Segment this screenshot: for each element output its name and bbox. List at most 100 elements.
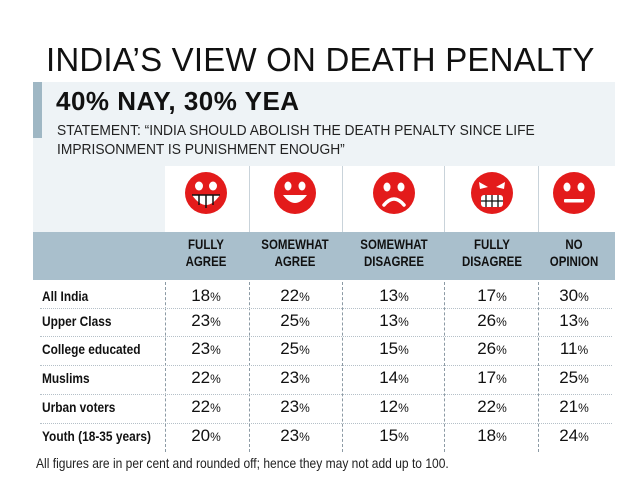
cell-value: 22	[477, 397, 497, 416]
happy-face-icon	[273, 171, 317, 215]
angry-face-icon	[470, 171, 514, 215]
cell-value: 22	[191, 368, 211, 387]
cell-unit: %	[299, 372, 310, 386]
icon-strip-separator	[538, 166, 539, 232]
column-header: SOMEWHAT DISAGREE	[353, 236, 435, 270]
row-separator	[40, 423, 612, 424]
table-cell: 23%	[176, 311, 236, 331]
cell-unit: %	[210, 315, 221, 329]
table-cell: 22%	[462, 397, 522, 417]
icon-strip-separator	[342, 166, 343, 232]
cell-value: 17	[477, 368, 497, 387]
column-separator	[444, 282, 445, 452]
cell-value: 11	[559, 339, 578, 358]
table-cell: 22%	[176, 397, 236, 417]
cell-value: 18	[191, 286, 211, 305]
cell-unit: %	[398, 343, 409, 357]
column-separator	[342, 282, 343, 452]
cell-unit: %	[210, 290, 221, 304]
cell-value: 23	[191, 339, 211, 358]
table-cell: 26%	[462, 339, 522, 359]
footnote: All figures are in per cent and rounded …	[36, 455, 449, 471]
headline: 40% NAY, 30% YEA	[56, 86, 300, 116]
cell-value: 25	[280, 339, 300, 358]
cell-unit: %	[496, 372, 507, 386]
table-cell: 26%	[462, 311, 522, 331]
cell-unit: %	[210, 343, 221, 357]
table-cell: 22%	[176, 368, 236, 388]
cell-value: 26	[477, 339, 497, 358]
table-cell: 13%	[544, 311, 604, 331]
cell-unit: %	[398, 372, 409, 386]
table-cell: 18%	[462, 426, 522, 446]
cell-value: 23	[280, 397, 300, 416]
cell-unit: %	[578, 401, 589, 415]
cell-value: 18	[477, 426, 497, 445]
table-cell: 13%	[364, 311, 424, 331]
cell-unit: %	[210, 372, 221, 386]
table-cell: 30%	[544, 286, 604, 306]
cell-unit: %	[398, 401, 409, 415]
cell-unit: %	[578, 290, 589, 304]
cell-value: 22	[191, 397, 211, 416]
table-cell: 22%	[265, 286, 325, 306]
column-header-line: SOMEWHAT	[261, 236, 329, 252]
column-header: FULLY DISAGREE	[451, 236, 533, 270]
cell-unit: %	[398, 315, 409, 329]
table-cell: 23%	[265, 368, 325, 388]
cell-value: 23	[280, 368, 300, 387]
cell-unit: %	[299, 315, 310, 329]
table-cell: 25%	[544, 368, 604, 388]
column-separator	[249, 282, 250, 452]
table-cell: 12%	[364, 397, 424, 417]
column-header: SOMEWHAT AGREE	[254, 236, 336, 270]
cell-unit: %	[496, 315, 507, 329]
row-label: Youth (18-35 years)	[42, 428, 151, 444]
cell-unit: %	[299, 401, 310, 415]
cell-unit: %	[398, 430, 409, 444]
cell-value: 17	[477, 286, 497, 305]
cell-value: 26	[477, 311, 497, 330]
cell-value: 13	[379, 286, 399, 305]
cell-unit: %	[210, 430, 221, 444]
cell-unit: %	[299, 290, 310, 304]
cell-unit: %	[299, 343, 310, 357]
cell-value: 20	[191, 426, 211, 445]
column-header-line: NO	[565, 236, 583, 252]
neutral-face-icon	[552, 171, 596, 215]
table-cell: 24%	[544, 426, 604, 446]
cell-unit: %	[496, 430, 507, 444]
column-header-line: OPINION	[549, 253, 599, 269]
row-label: College educated	[42, 341, 141, 357]
cell-value: 23	[191, 311, 211, 330]
row-separator	[40, 308, 612, 309]
table-cell: 15%	[364, 426, 424, 446]
table-cell: 25%	[265, 311, 325, 331]
cell-value: 30	[559, 286, 579, 305]
cell-value: 25	[280, 311, 300, 330]
cell-unit: %	[578, 315, 589, 329]
column-header-line: SOMEWHAT	[360, 236, 428, 252]
cell-value: 21	[559, 397, 579, 416]
accent-bar	[33, 82, 42, 138]
cell-value: 13	[379, 311, 399, 330]
column-header-line: DISAGREE	[364, 253, 424, 269]
table-cell: 14%	[364, 368, 424, 388]
table-cell: 18%	[176, 286, 236, 306]
table-cell: 17%	[462, 286, 522, 306]
row-label: Upper Class	[42, 313, 112, 329]
sad-face-icon	[372, 171, 416, 215]
column-separator	[538, 282, 539, 452]
cell-value: 24	[559, 426, 579, 445]
table-cell: 23%	[176, 339, 236, 359]
cell-unit: %	[299, 430, 310, 444]
cell-unit: %	[496, 290, 507, 304]
cell-value: 12	[379, 397, 399, 416]
row-label: Urban voters	[42, 399, 116, 415]
table-cell: 20%	[176, 426, 236, 446]
cell-value: 23	[280, 426, 300, 445]
table-cell: 13%	[364, 286, 424, 306]
cell-unit: %	[398, 290, 409, 304]
very-happy-face-icon	[184, 171, 228, 215]
cell-unit: %	[496, 401, 507, 415]
